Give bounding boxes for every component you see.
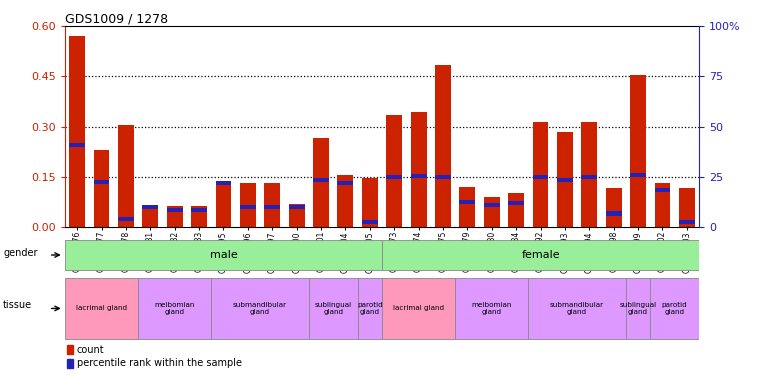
Bar [387,115,402,227]
Bar [581,176,597,179]
Text: gender: gender [3,248,37,258]
Bar [411,174,426,178]
Text: female: female [521,250,560,260]
Bar [455,278,529,339]
Bar [557,178,573,182]
Bar [167,206,183,227]
Bar [264,205,280,209]
Text: count: count [76,345,105,355]
Bar [70,143,85,147]
Bar [630,75,646,227]
Bar [142,206,158,210]
Text: sublingual
gland: sublingual gland [620,302,656,315]
Bar [606,188,622,227]
Bar [94,150,109,227]
Bar [679,188,694,227]
Bar [557,132,573,227]
Bar [313,178,329,182]
Bar [215,182,231,185]
Bar [338,175,353,227]
Text: percentile rank within the sample: percentile rank within the sample [76,358,241,368]
Bar [240,205,256,209]
Bar [94,180,109,184]
Bar [67,359,73,368]
Bar [118,125,134,227]
Bar [138,278,212,339]
Bar [264,183,280,227]
Bar [459,200,475,204]
Bar [191,208,207,212]
Bar [289,205,305,209]
Bar [655,188,670,192]
Bar [529,278,626,339]
Bar [191,206,207,227]
Bar [67,345,73,354]
Bar [309,278,358,339]
Bar [484,197,500,227]
Bar [358,278,382,339]
Bar [142,205,158,227]
Text: submandibular
gland: submandibular gland [233,302,287,315]
Text: sublingual
gland: sublingual gland [315,302,351,315]
Bar [70,36,85,227]
Bar [626,278,650,339]
Bar [362,220,377,224]
Bar [459,187,475,227]
Text: submandibular
gland: submandibular gland [550,302,604,315]
Bar [313,138,329,227]
Bar [435,65,451,227]
Bar [411,111,426,227]
Bar [65,278,138,339]
Bar [289,204,305,227]
Bar [533,176,549,179]
Bar [508,201,524,206]
Bar [606,211,622,216]
Bar [679,220,694,224]
Bar [435,176,451,179]
Bar [167,208,183,212]
Text: male: male [209,250,238,260]
Text: meibomian
gland: meibomian gland [471,302,512,315]
Bar [533,122,549,227]
Bar [387,176,402,179]
Bar [362,178,377,227]
Bar [655,183,670,227]
Text: lacrimal gland: lacrimal gland [393,305,444,311]
Text: parotid
gland: parotid gland [662,302,688,315]
Bar [118,216,134,220]
Bar [382,240,699,270]
Bar [382,278,455,339]
Bar [338,182,353,185]
Text: GDS1009 / 1278: GDS1009 / 1278 [65,12,168,25]
Text: meibomian
gland: meibomian gland [154,302,195,315]
Bar [212,278,309,339]
Bar [65,240,382,270]
Bar [581,122,597,227]
Bar [630,173,646,177]
Text: tissue: tissue [3,300,32,310]
Bar [484,203,500,207]
Bar [650,278,699,339]
Text: parotid
gland: parotid gland [357,302,383,315]
Bar [240,183,256,227]
Bar [215,182,231,227]
Text: lacrimal gland: lacrimal gland [76,305,127,311]
Bar [508,194,524,227]
